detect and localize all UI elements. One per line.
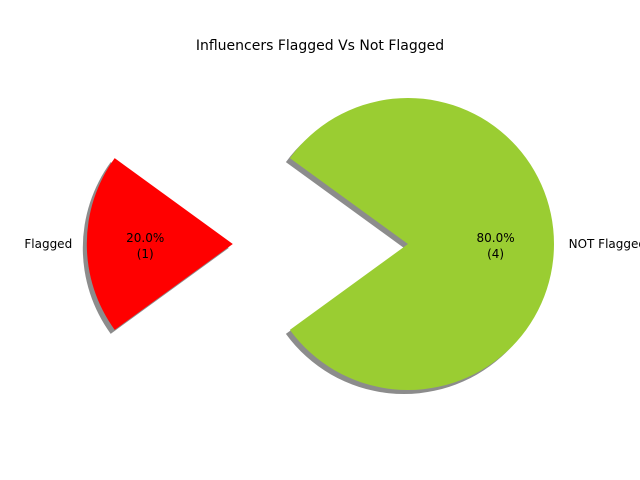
- slice-count-flagged: (1): [137, 247, 154, 261]
- slice-percent-flagged: 20.0%: [126, 231, 164, 245]
- slice-flagged: [86, 158, 233, 330]
- slices: [86, 98, 554, 391]
- slice-count-not-flagged: (4): [487, 247, 504, 261]
- slice-not-flagged: [289, 98, 554, 391]
- slice-labels: Flagged 20.0% (1) NOT Flagged 80.0% (4): [24, 231, 640, 261]
- slice-percent-not-flagged: 80.0%: [477, 231, 515, 245]
- chart-title: Influencers Flagged Vs Not Flagged: [196, 38, 444, 54]
- slice-label-flagged: Flagged: [24, 237, 72, 251]
- slice-label-not-flagged: NOT Flagged: [569, 237, 640, 251]
